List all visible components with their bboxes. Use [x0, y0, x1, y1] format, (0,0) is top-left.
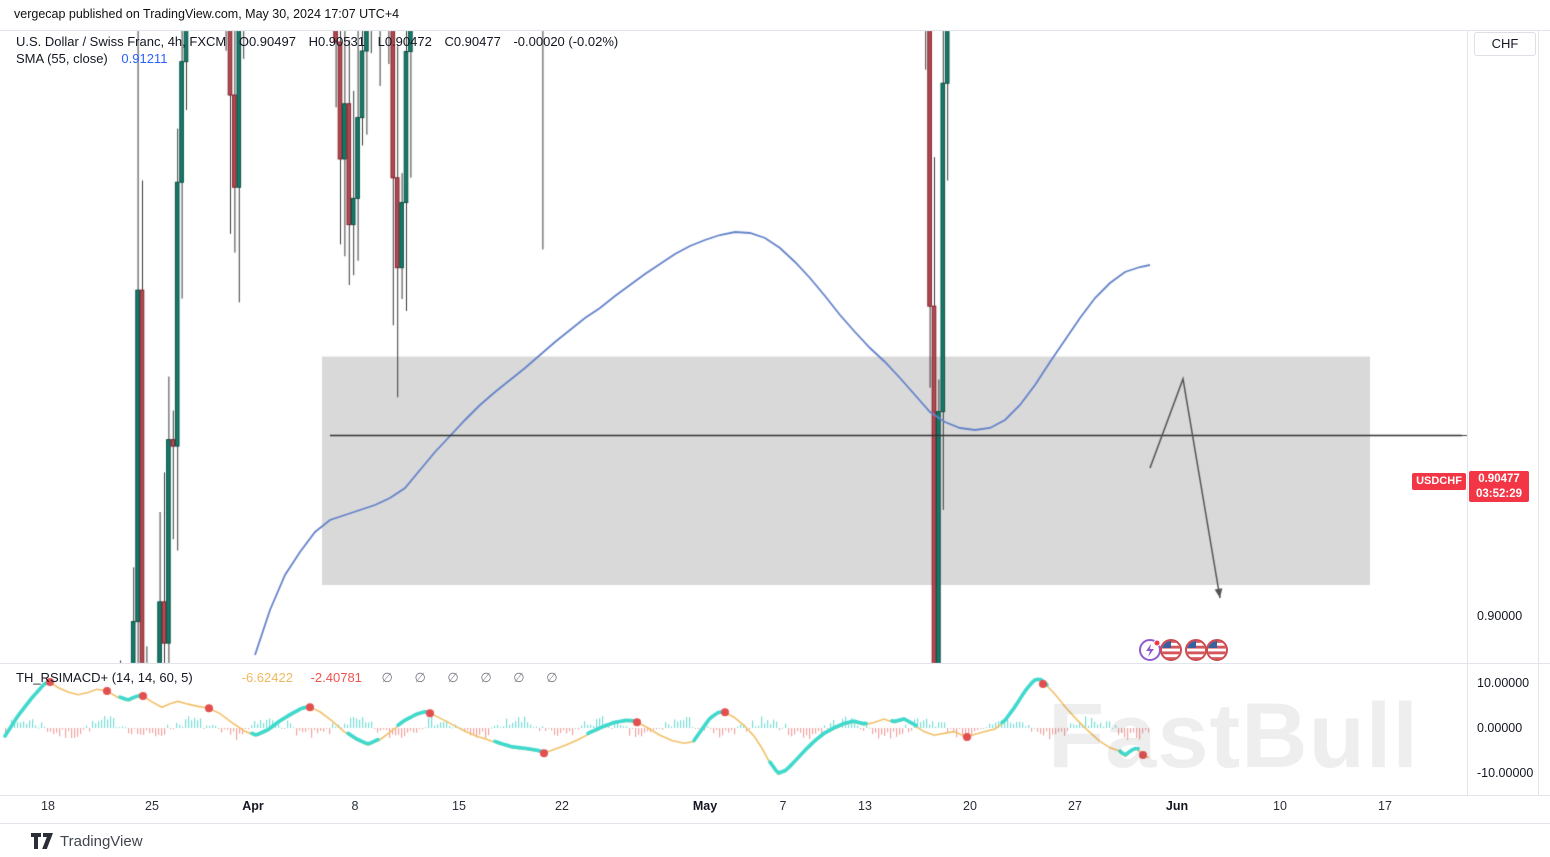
time-axis-label: 25	[145, 799, 159, 813]
indicator-value-2: -2.40781	[310, 670, 362, 685]
time-axis-label: 15	[452, 799, 466, 813]
tradingview-brand-text[interactable]: TradingView	[60, 833, 143, 850]
ohlc-high: H0.90531	[308, 34, 365, 49]
indicator-axis-label: 0.00000	[1477, 721, 1523, 735]
time-axis-label: 17	[1378, 799, 1392, 813]
time-axis-label: 20	[963, 799, 977, 813]
symbol-price-badge: USDCHF	[1412, 473, 1466, 490]
ohlc-change: -0.00020 (-0.02%)	[513, 34, 619, 49]
time-axis-divider	[0, 795, 1550, 796]
time-axis-label: 22	[555, 799, 569, 813]
ohlc-open: O0.90497	[238, 34, 296, 49]
axis-right-edge	[1538, 31, 1539, 795]
bar-countdown: 03:52:29	[1475, 488, 1523, 500]
footer-bar: TradingView	[0, 824, 1550, 857]
last-price-value: 0.90477	[1478, 473, 1520, 485]
sma-label: SMA (55, close)	[16, 51, 108, 66]
symbol-legend[interactable]: U.S. Dollar / Swiss Franc, 4h, FXCM O0.9…	[16, 34, 627, 49]
indicator-value-1: -6.62422	[241, 670, 293, 685]
tradingview-logo-icon[interactable]	[30, 832, 54, 850]
fastbull-watermark: FastBull	[1048, 685, 1419, 787]
time-axis-label: 27	[1068, 799, 1082, 813]
symbol-title[interactable]: U.S. Dollar / Swiss Franc, 4h, FXCM	[16, 34, 227, 49]
pane-divider[interactable]	[0, 663, 1550, 664]
sma-legend[interactable]: SMA (55, close) 0.91211	[16, 51, 167, 66]
time-axis-label: Jun	[1165, 799, 1189, 813]
time-axis-label: 7	[779, 799, 787, 813]
time-axis-label: Apr	[242, 799, 264, 813]
indicator-axis-label: -10.00000	[1477, 766, 1534, 780]
indicator-axis-label: 10.00000	[1477, 676, 1530, 690]
ohlc-low: L0.90472	[377, 34, 432, 49]
price-axis-label: 0.90000	[1477, 609, 1523, 623]
footer-divider	[0, 823, 1550, 824]
indicator-legend[interactable]: TH_RSIMACD+ (14, 14, 60, 5) -6.62422 -2.…	[16, 670, 567, 686]
indicator-empty-values: ∅ ∅ ∅ ∅ ∅ ∅	[381, 670, 567, 685]
time-axis-label: 8	[351, 799, 359, 813]
time-axis-label: May	[692, 799, 718, 813]
currency-toggle-button[interactable]: CHF	[1474, 32, 1536, 56]
attribution-text: vergecap published on TradingView.com, M…	[14, 7, 400, 21]
header-divider	[0, 30, 1550, 31]
sma-value: 0.91211	[121, 51, 168, 66]
indicator-name[interactable]: TH_RSIMACD+ (14, 14, 60, 5)	[16, 670, 193, 685]
time-axis-label: 13	[858, 799, 872, 813]
time-axis-label: 18	[41, 799, 55, 813]
ohlc-close: C0.90477	[444, 34, 501, 49]
economic-event-markers[interactable]	[1138, 638, 1230, 662]
price-axis-border	[1467, 31, 1468, 795]
last-price-tag: 0.90477 03:52:29	[1469, 471, 1529, 502]
time-axis-label: 10	[1273, 799, 1287, 813]
